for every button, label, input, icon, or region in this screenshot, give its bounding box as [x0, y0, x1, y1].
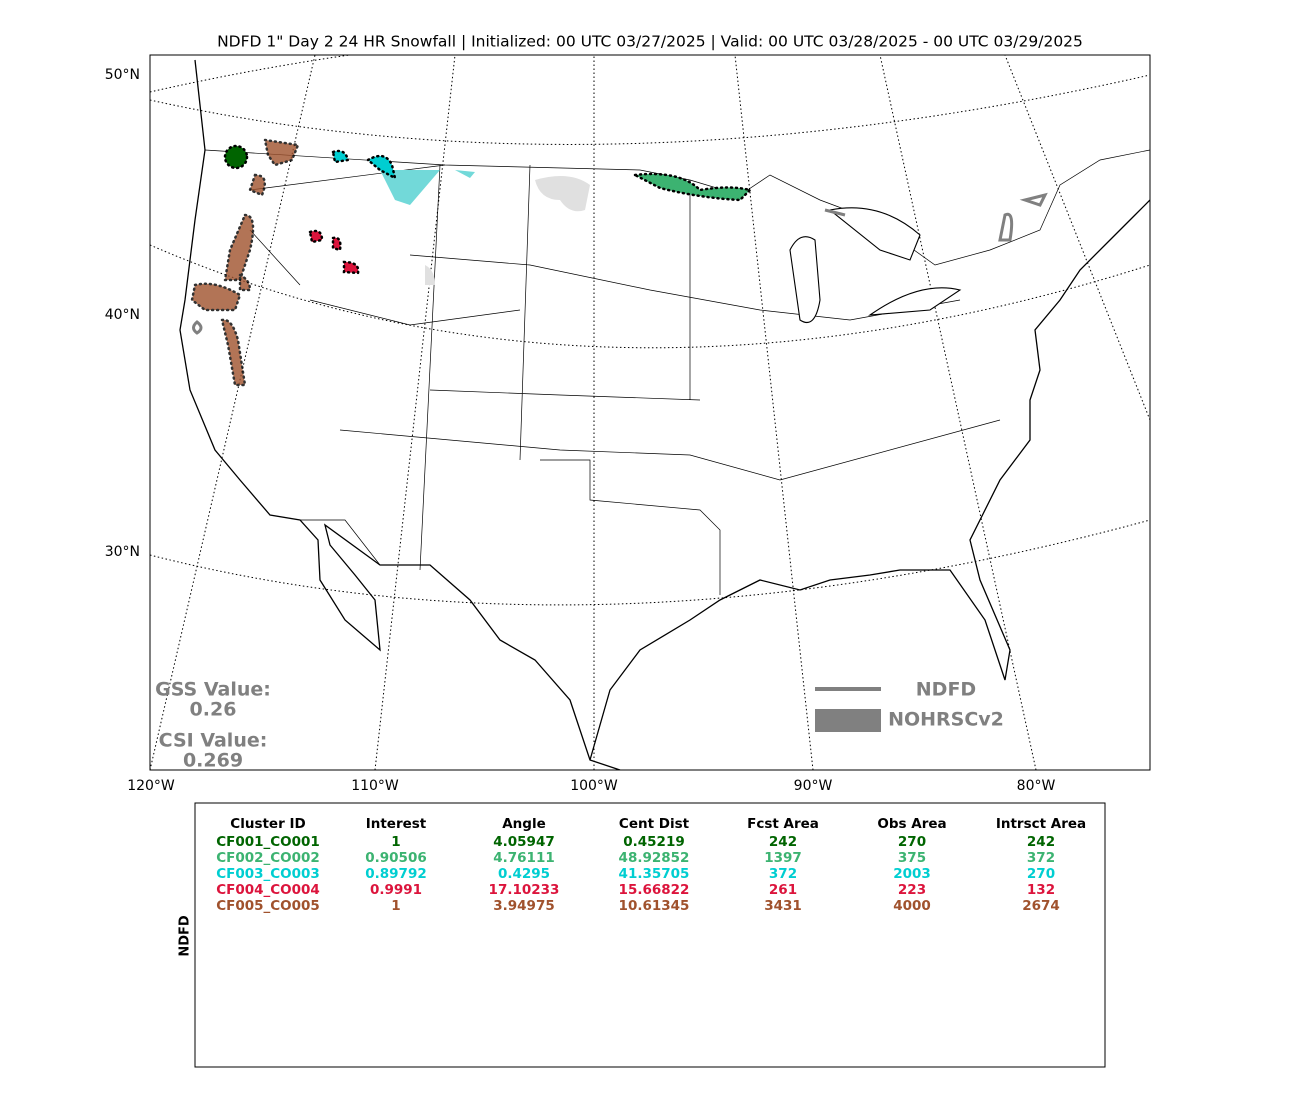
cluster	[190, 138, 300, 387]
table-cell: 10.61345	[619, 898, 690, 914]
table-frame	[194, 802, 1106, 1068]
csi-label: CSI Value:	[159, 730, 268, 752]
lat-label: 40°N	[105, 307, 140, 323]
table-cell: 0.9991	[370, 882, 422, 898]
lon-label: 120°W	[127, 778, 175, 794]
table-cell: 1	[391, 898, 400, 914]
table-cell: 1	[391, 834, 400, 850]
table-cell: CF002_CO002	[216, 850, 320, 866]
table-cell: CF001_CO001	[216, 834, 320, 850]
table-cell: 270	[1027, 866, 1055, 882]
table-cell: 372	[769, 866, 797, 882]
table-cell: CF003_CO003	[216, 866, 320, 882]
csi-value: 0.269	[183, 750, 243, 772]
table-cell: 3.94975	[493, 898, 555, 914]
table-cell: 1397	[764, 850, 802, 866]
table-cell: 223	[898, 882, 926, 898]
table-cell: 0.90506	[365, 850, 427, 866]
table-header: Angle	[502, 816, 546, 832]
table-header: Interest	[366, 816, 427, 832]
table-cell: 3431	[764, 898, 802, 914]
table-header: Fcst Area	[747, 816, 819, 832]
lon-labels: 120°W 110°W 100°W 90°W 80°W	[127, 778, 1055, 794]
table-cell: 41.35705	[619, 866, 690, 882]
table-cell: 2674	[1022, 898, 1060, 914]
great-lakes	[789, 207, 962, 324]
table-cell: 2003	[893, 866, 931, 882]
cluster	[630, 172, 753, 202]
graticule	[150, 519, 1150, 606]
border	[249, 164, 1001, 571]
lat-labels: 50°N 40°N 30°N	[105, 67, 140, 560]
clusters	[190, 138, 753, 387]
border	[300, 459, 721, 595]
cluster	[331, 149, 397, 181]
graticule	[150, 55, 1150, 770]
obs-area	[380, 170, 475, 205]
table-header: Intrsct Area	[996, 816, 1086, 832]
table-header: Cluster ID	[230, 816, 305, 832]
cluster	[308, 229, 360, 275]
cluster	[223, 144, 249, 170]
table-cell: 15.66822	[619, 882, 690, 898]
lon-label: 90°W	[794, 778, 833, 794]
graticule	[150, 244, 1150, 349]
table-header: Obs Area	[877, 816, 946, 832]
table-cell: 0.89792	[365, 866, 427, 882]
table-cell: 242	[769, 834, 797, 850]
lat-label: 30°N	[105, 544, 140, 560]
table-cell: 261	[769, 882, 797, 898]
table-cell: CF004_CO004	[216, 882, 320, 898]
table-cell: CF005_CO005	[216, 898, 320, 914]
map: 50°N 40°N 30°N 120°W 110°W 100°W 90°W 80°W GSS…	[105, 54, 1151, 794]
map-frame	[149, 54, 1151, 771]
table-cell: 48.92852	[619, 850, 690, 866]
gss-label: GSS Value:	[155, 679, 271, 701]
coastline	[179, 59, 1150, 770]
legend-label: NDFD	[916, 679, 976, 701]
table-cell: 0.4295	[498, 866, 550, 882]
lon-label: 80°W	[1017, 778, 1056, 794]
table-cell: 4000	[893, 898, 931, 914]
obs-area	[425, 176, 590, 285]
table-cell: 4.76111	[493, 850, 555, 866]
gss-value: 0.26	[190, 699, 237, 721]
table-cell: 132	[1027, 882, 1055, 898]
lon-label: 110°W	[351, 778, 399, 794]
legend-label: NOHRSCv2	[888, 709, 1004, 731]
table-cell: 17.10233	[489, 882, 560, 898]
table-cell: 375	[898, 850, 926, 866]
table-cell: 4.05947	[493, 834, 555, 850]
title: NDFD 1" Day 2 24 HR Snowfall | Initializ…	[217, 33, 1083, 51]
lon-label: 100°W	[570, 778, 618, 794]
legend-swatch	[815, 709, 881, 732]
table-cell: 0.45219	[623, 834, 685, 850]
table: Cluster ID Interest Angle Cent Dist Fcst Are…	[216, 816, 1086, 914]
table-cell: 242	[1027, 834, 1055, 850]
fcst-outline	[192, 192, 1048, 335]
table-cell: 270	[898, 834, 926, 850]
table-header: Cent Dist	[619, 816, 690, 832]
table-side-label: NDFD	[178, 915, 193, 957]
table-cell: 372	[1027, 850, 1055, 866]
lat-label: 50°N	[105, 67, 140, 83]
